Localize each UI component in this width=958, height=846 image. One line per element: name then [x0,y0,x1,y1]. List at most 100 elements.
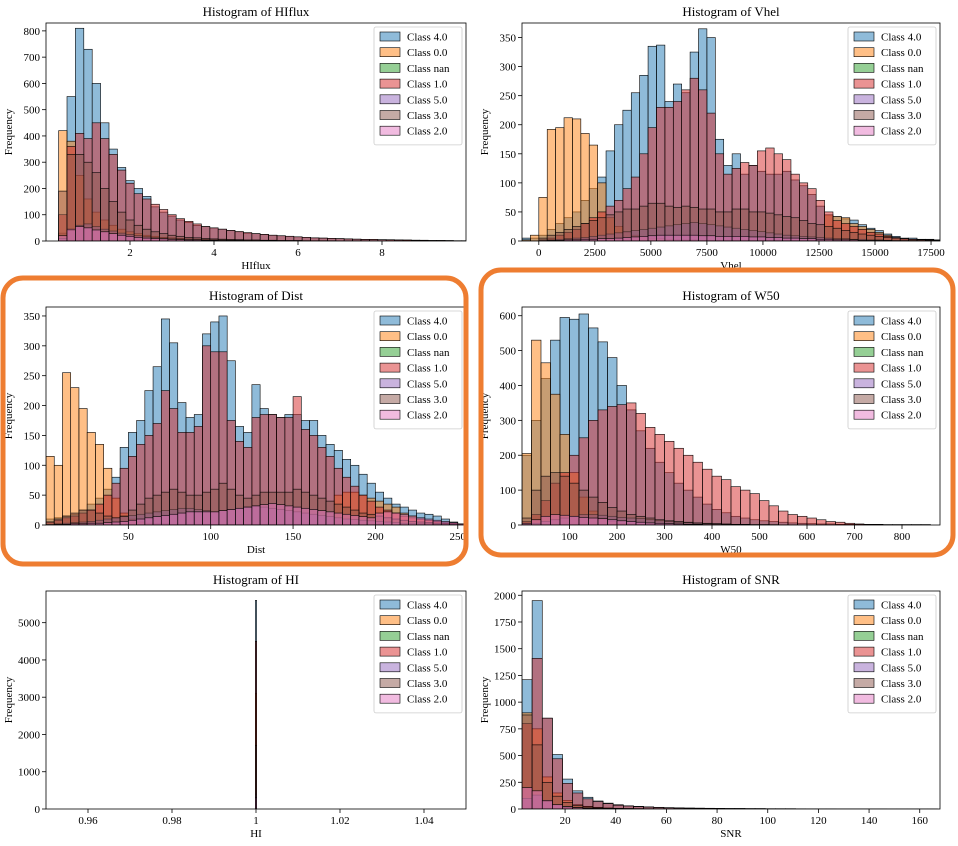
x-tick-label: 60 [661,815,673,827]
bar-class-2-0 [67,229,75,241]
x-axis-label: HI [250,828,262,840]
bar-class-1-0 [665,441,675,525]
legend-label-class-5-0: Class 5.0 [881,662,922,674]
legend-swatch-class-5-0 [854,379,874,388]
bar-class-0-0 [71,388,79,525]
bar-class-3-0 [640,206,648,241]
legend-label-class-0-0: Class 0.0 [881,47,922,59]
bar-class-3-0 [892,238,900,241]
legend-swatch-class-0-0 [380,332,400,341]
bar-class-2-0 [570,516,580,525]
bar-class-1-0 [703,469,713,525]
bar-class-2-0 [334,513,342,525]
bar-class-1-0 [693,462,703,525]
legend-swatch-class-1-0 [380,79,400,88]
bar-class-1-0 [655,434,665,525]
bar-class-2-0 [598,519,608,525]
x-tick-label: 600 [799,531,816,543]
bar-class-3-0 [614,212,622,241]
legend-swatch-class-2-0 [854,410,874,419]
bar-class-3-0 [59,191,67,241]
legend-swatch-class-1-0 [854,79,874,88]
bar-class-2-0 [117,235,125,241]
legend-label-class-1-0: Class 1.0 [881,79,922,91]
legend-label-class-2-0: Class 2.0 [881,694,922,706]
legend-swatch-class-0-0 [380,48,400,57]
legend-swatch-class-nan [854,63,874,72]
legend-label-class-5-0: Class 5.0 [881,378,922,390]
y-tick-label: 300 [24,157,41,169]
bar-class-2-0 [408,516,416,525]
x-tick-label: 200 [367,531,384,543]
x-tick-label: 2 [127,247,133,259]
bar-class-2-0 [783,238,791,241]
bar-class-2-0 [636,522,646,525]
bar-class-1-0 [731,487,741,525]
y-tick-label: 0 [511,804,517,816]
bar-class-2-0 [301,508,309,525]
x-tick-label: 20 [560,815,572,827]
legend-swatch-class-3-0 [380,111,400,120]
legend-swatch-class-2-0 [380,126,400,135]
bar-class-2-0 [640,236,648,241]
legend-swatch-class-1-0 [380,647,400,656]
x-tick-label: 150 [285,531,302,543]
legend-swatch-class-0-0 [854,48,874,57]
legend-label-class-0-0: Class 0.0 [407,47,448,59]
bar-class-2-0 [260,505,268,525]
y-axis-label: Frequency [3,108,15,155]
bar-class-2-0 [178,513,186,525]
bar-class-2-0 [293,507,301,525]
legend-label-class-3-0: Class 3.0 [407,678,448,690]
bar-class-3-0 [67,154,75,241]
bar-class-1-0 [788,515,798,525]
bar-class-3-0 [825,226,833,241]
bar-class-2-0 [732,236,740,241]
bar-class-1-0 [817,520,827,525]
bar-class-2-0 [608,520,618,525]
bar-class-1-0 [798,516,808,525]
y-tick-label: 1000 [494,697,517,709]
legend-label-class-0-0: Class 0.0 [881,615,922,627]
y-tick-label: 700 [24,52,41,64]
x-tick-label: 400 [704,531,721,543]
x-tick-label: 8 [379,247,385,259]
bar-class-3-0 [766,213,774,241]
x-tick-label: 200 [609,531,626,543]
bar-class-2-0 [126,236,134,241]
legend-label-class-4-0: Class 4.0 [407,316,448,328]
bar-class-2-0 [699,236,707,241]
legend-label-class-nan: Class nan [407,63,450,75]
bar-class-0-0 [522,453,532,525]
y-tick-label: 2000 [494,590,517,602]
bar-class-2-0 [617,521,627,525]
bar-class-1-0 [722,480,732,525]
legend-swatch-class-2-0 [854,694,874,703]
legend-swatch-class-1-0 [380,363,400,372]
bar-class-1-0 [684,455,694,525]
bar-class-2-0 [170,514,178,525]
bar-class-2-0 [244,507,252,525]
x-axis-label: SNR [720,828,742,840]
bar-class-3-0 [858,234,866,241]
bar-class-2-0 [120,521,128,525]
legend-label-class-nan: Class nan [881,347,924,359]
bar-class-2-0 [791,238,799,241]
legend-label-class-3-0: Class 3.0 [881,110,922,122]
bar-class-2-0 [252,506,260,525]
bar-class-1-0 [627,403,637,525]
legend-swatch-class-nan [380,63,400,72]
legend-label-class-1-0: Class 1.0 [881,363,922,375]
bar-class-2-0 [425,519,433,525]
y-tick-label: 1000 [18,767,41,779]
bar-class-2-0 [560,515,570,525]
y-tick-label: 250 [500,91,517,103]
bar-class-0-0 [547,129,555,241]
bar-class-2-0 [441,521,449,525]
bar-class-2-0 [84,228,92,241]
y-axis-label: Frequency [3,676,15,723]
